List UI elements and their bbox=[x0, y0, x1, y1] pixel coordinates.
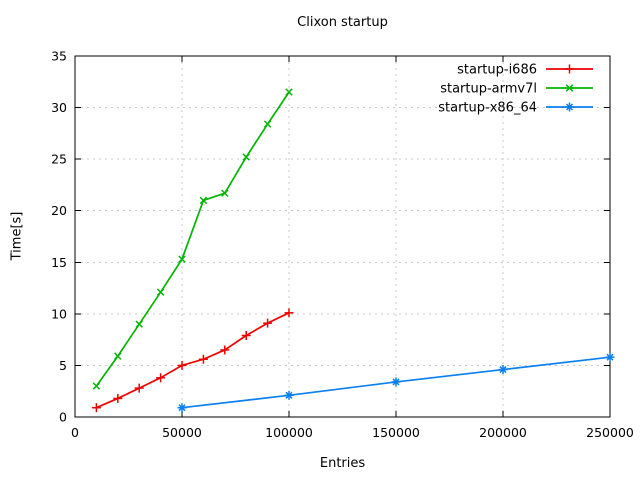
series-line-startup-i686 bbox=[96, 312, 290, 409]
series-marker-startup-armv7l bbox=[221, 189, 229, 197]
series-marker-startup-armv7l bbox=[156, 288, 165, 296]
series-marker-startup-armv7l bbox=[263, 120, 272, 128]
y-tick-label: 35 bbox=[51, 49, 67, 64]
series-marker-startup-x86_64 bbox=[178, 404, 186, 412]
x-tick-label: 50000 bbox=[162, 425, 202, 440]
series-marker-startup-armv7l bbox=[242, 153, 250, 161]
legend-label-startup-x86_64: startup-x86_64 bbox=[438, 101, 537, 116]
y-tick-label: 0 bbox=[59, 410, 67, 425]
y-tick-label: 30 bbox=[51, 100, 67, 115]
legend-marker-startup-armv7l bbox=[565, 84, 574, 92]
y-tick-label: 25 bbox=[51, 152, 67, 167]
y-tick-label: 5 bbox=[59, 358, 67, 373]
x-tick-label: 250000 bbox=[586, 425, 634, 440]
x-tick-label: 200000 bbox=[479, 425, 527, 440]
series-marker-startup-armv7l bbox=[135, 320, 143, 328]
series-line-startup-armv7l bbox=[95, 91, 290, 387]
series-marker-startup-armv7l bbox=[114, 352, 122, 360]
legend-marker-startup-x86_64 bbox=[565, 103, 574, 111]
x-tick-label: 100000 bbox=[265, 425, 313, 440]
series-marker-startup-armv7l bbox=[199, 196, 208, 205]
series-marker-startup-armv7l bbox=[92, 382, 101, 390]
series-marker-startup-x86_64 bbox=[606, 353, 614, 361]
legend-label-startup-i686: startup-i686 bbox=[457, 63, 537, 78]
series-marker-startup-x86_64 bbox=[392, 378, 400, 386]
series-marker-startup-armv7l bbox=[285, 88, 293, 96]
series-marker-startup-armv7l bbox=[178, 255, 186, 263]
plot-border bbox=[74, 55, 611, 418]
series-marker-startup-x86_64 bbox=[499, 366, 507, 374]
y-tick-label: 20 bbox=[51, 203, 67, 218]
y-tick-label: 15 bbox=[51, 255, 67, 270]
x-axis-label: Entries bbox=[319, 456, 366, 471]
legend-label-startup-armv7l: startup-armv7l bbox=[440, 82, 537, 97]
series-marker-startup-x86_64 bbox=[285, 391, 293, 399]
x-tick-label: 150000 bbox=[372, 425, 420, 440]
chart-title: Clixon startup bbox=[297, 15, 388, 30]
y-tick-label: 10 bbox=[51, 306, 67, 321]
x-tick-label: 0 bbox=[71, 425, 79, 440]
